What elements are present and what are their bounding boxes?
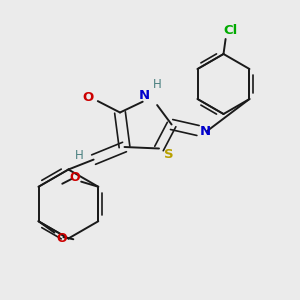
Text: H: H (75, 148, 84, 162)
Text: N: N (138, 88, 150, 102)
Text: O: O (82, 91, 94, 104)
Text: O: O (57, 232, 67, 244)
Text: Cl: Cl (224, 24, 238, 37)
Text: O: O (70, 171, 80, 184)
Text: N: N (200, 124, 211, 138)
Text: H: H (152, 78, 161, 92)
Text: S: S (164, 148, 174, 161)
